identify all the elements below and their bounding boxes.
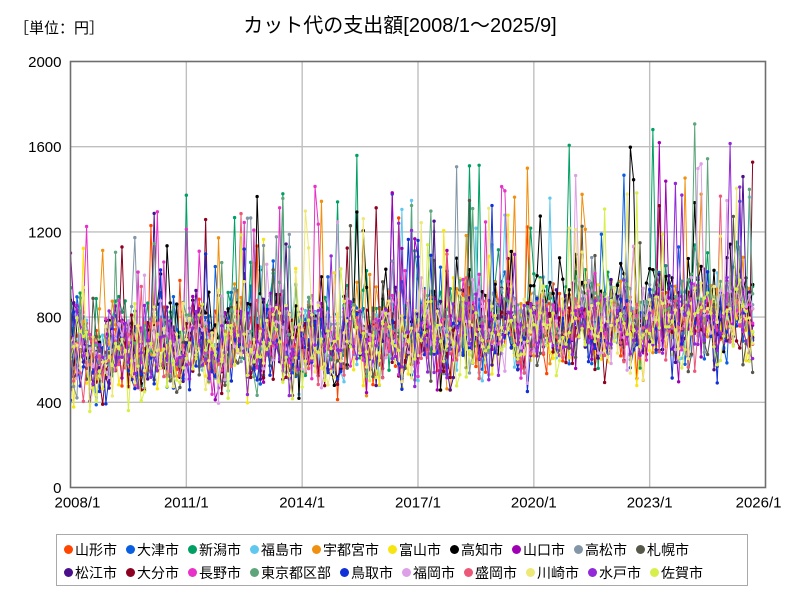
legend-marker-icon	[126, 545, 135, 554]
legend-marker-icon	[650, 568, 659, 577]
y-axis-tick-label: 1200	[28, 224, 61, 241]
legend-item-label: 高知市	[461, 541, 503, 558]
legend-item-label: 東京都区部	[261, 564, 331, 581]
series-markers-佐賀市	[70, 191, 755, 414]
legend-item-福岡市[interactable]: 福岡市	[402, 565, 455, 581]
legend-item-label: 大分市	[137, 564, 179, 581]
legend-item-label: 福島市	[261, 541, 303, 558]
legend-item-水戸市[interactable]: 水戸市	[588, 565, 641, 581]
legend: 山形市 大津市 新潟市 福島市 宇都宮市 富山市 高知市 山口市 高松市 札幌市 松江市 大分市 長野…	[56, 534, 748, 586]
legend-item-label: 盛岡市	[475, 564, 517, 581]
legend-item-label: 新潟市	[199, 541, 241, 558]
plot-border	[69, 60, 767, 489]
legend-item-佐賀市[interactable]: 佐賀市	[650, 565, 703, 581]
legend-item-label: 福岡市	[413, 564, 455, 581]
series-group	[70, 122, 755, 414]
y-axis-tick-label: 0	[53, 480, 61, 497]
line-chart-svg: 0 400 800 1200 1600 2000 2008/1 2011/1 2014/1 201…	[28, 54, 782, 512]
legend-item-東京都区部[interactable]: 東京都区部	[250, 565, 331, 581]
legend-item-高松市[interactable]: 高松市	[574, 542, 627, 558]
x-axis-tick-label: 2023/1	[627, 495, 673, 512]
legend-marker-icon	[512, 545, 521, 554]
legend-item-宇都宮市[interactable]: 宇都宮市	[312, 542, 379, 558]
unit-label: ［単位：円］	[14, 20, 105, 37]
legend-marker-icon	[450, 545, 459, 554]
legend-item-label: 佐賀市	[661, 564, 703, 581]
x-axis-tick-label: 2008/1	[55, 495, 101, 512]
legend-item-label: 富山市	[399, 541, 441, 558]
legend-marker-icon	[64, 545, 73, 554]
legend-marker-icon	[636, 545, 645, 554]
y-axis-tick-label: 2000	[28, 54, 61, 71]
y-axis-tick-label: 1600	[28, 139, 61, 156]
legend-marker-icon	[574, 545, 583, 554]
legend-marker-icon	[588, 568, 597, 577]
x-axis-tick-label: 2020/1	[511, 495, 557, 512]
legend-item-盛岡市[interactable]: 盛岡市	[464, 565, 517, 581]
legend-item-高知市[interactable]: 高知市	[450, 542, 503, 558]
legend-item-label: 高松市	[585, 541, 627, 558]
legend-marker-icon	[526, 568, 535, 577]
legend-marker-icon	[464, 568, 473, 577]
legend-item-label: 札幌市	[647, 541, 689, 558]
legend-item-福島市[interactable]: 福島市	[250, 542, 303, 558]
legend-item-川崎市[interactable]: 川崎市	[526, 565, 579, 581]
legend-marker-icon	[250, 568, 259, 577]
legend-item-新潟市[interactable]: 新潟市	[188, 542, 241, 558]
legend-item-大分市[interactable]: 大分市	[126, 565, 179, 581]
legend-item-label: 山形市	[75, 541, 117, 558]
legend-marker-icon	[388, 545, 397, 554]
legend-item-label: 山口市	[523, 541, 565, 558]
legend-marker-icon	[250, 545, 259, 554]
y-axis-tick-label: 800	[36, 310, 61, 327]
legend-marker-icon	[402, 568, 411, 577]
legend-item-松江市[interactable]: 松江市	[64, 565, 117, 581]
legend-marker-icon	[126, 568, 135, 577]
legend-item-label: 水戸市	[599, 564, 641, 581]
legend-item-label: 川崎市	[537, 564, 579, 581]
legend-item-長野市[interactable]: 長野市	[188, 565, 241, 581]
x-axis-tick-label: 2017/1	[395, 495, 441, 512]
legend-marker-icon	[64, 568, 73, 577]
legend-row: 山形市 大津市 新潟市 福島市 宇都宮市 富山市 高知市 山口市 高松市 札幌市	[61, 538, 743, 561]
legend-marker-icon	[340, 568, 349, 577]
legend-marker-icon	[188, 545, 197, 554]
x-axis-tick-label: 2026/1	[736, 495, 782, 512]
legend-item-山口市[interactable]: 山口市	[512, 542, 565, 558]
legend-item-山形市[interactable]: 山形市	[64, 542, 117, 558]
legend-marker-icon	[188, 568, 197, 577]
legend-item-label: 宇都宮市	[323, 541, 379, 558]
chart-title: カット代の支出額[2008/1～2025/9]	[243, 15, 557, 37]
legend-item-label: 大津市	[137, 541, 179, 558]
legend-row: 松江市 大分市 長野市 東京都区部 鳥取市 福岡市 盛岡市 川崎市 水戸市 佐賀市	[61, 561, 743, 584]
legend-item-label: 鳥取市	[351, 564, 393, 581]
legend-item-大津市[interactable]: 大津市	[126, 542, 179, 558]
plot-area: 0 400 800 1200 1600 2000 2008/1 2011/1 2014/1 201…	[28, 54, 782, 512]
x-axis-tick-label: 2011/1	[164, 495, 209, 512]
legend-item-label: 松江市	[75, 564, 117, 581]
legend-item-富山市[interactable]: 富山市	[388, 542, 441, 558]
legend-item-label: 長野市	[199, 564, 241, 581]
x-axis-tick-label: 2014/1	[279, 495, 325, 512]
legend-item-札幌市[interactable]: 札幌市	[636, 542, 689, 558]
legend-marker-icon	[312, 545, 321, 554]
y-axis-tick-label: 400	[36, 395, 61, 412]
legend-item-鳥取市[interactable]: 鳥取市	[340, 565, 393, 581]
